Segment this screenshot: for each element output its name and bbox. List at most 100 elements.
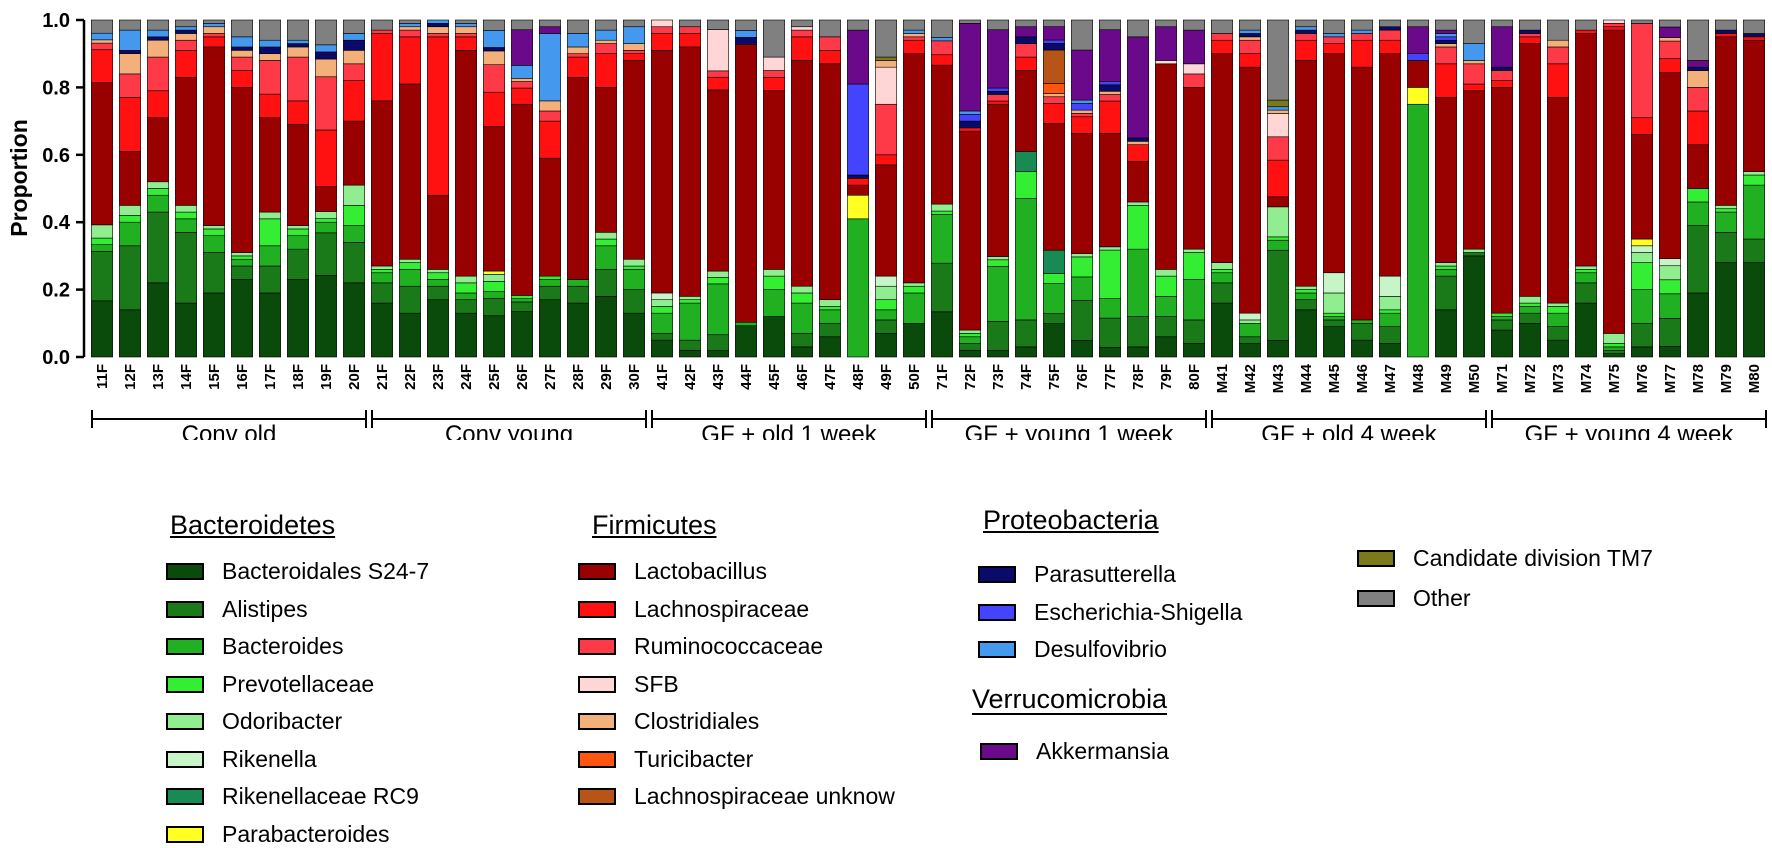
- bar-segment-75F-other: [1043, 19, 1065, 27]
- bar-segment-M73-lactobacillus: [1547, 97, 1569, 304]
- bar-segment-74F-lachnospiraceae: [1015, 56, 1037, 71]
- bar-segment-23F-bacteroides: [427, 279, 449, 287]
- bar-segment-M79-odoribacter: [1715, 205, 1737, 210]
- bar-segment-43F-bacteroides: [707, 283, 729, 336]
- bar-segment-M78-ruminococcaceae: [1687, 87, 1709, 112]
- bar-segment-73F-parasutterella: [987, 90, 1009, 95]
- sample-label-76F: 76F: [1074, 364, 1091, 390]
- bar-segment-M47-bacteroidales-s24-7: [1379, 343, 1401, 358]
- bar-segment-15F-odoribacter: [203, 225, 225, 230]
- bar-segment-50F-clostridiales: [903, 33, 925, 38]
- bar-segment-50F-lactobacillus: [903, 53, 925, 284]
- bar-segment-75F-akkermansia: [1043, 26, 1065, 41]
- bar-segment-46F-bacteroides: [791, 302, 813, 334]
- bar-segment-20F-lachnospiraceae: [343, 80, 365, 122]
- bar-segment-20F-desulfovibrio: [343, 33, 365, 41]
- bar-segment-20F-other: [343, 19, 365, 34]
- bar-segment-50F-bacteroidales-s24-7: [903, 322, 925, 358]
- bar-segment-20F-prevotellaceae: [343, 205, 365, 226]
- bar-segment-M73-prevotellaceae: [1547, 306, 1569, 314]
- bar-segment-M74-lactobacillus: [1575, 33, 1597, 267]
- bar-segment-20F-clostridiales: [343, 50, 365, 65]
- bar-segment-43F-lactobacillus: [707, 89, 729, 272]
- bar-segment-M48-bacteroides: [1407, 103, 1429, 358]
- bar-segment-M49-desulfovibrio: [1435, 33, 1457, 38]
- bar-segment-42F-bacteroides: [679, 302, 701, 341]
- bar-segment-15F-bacteroides: [203, 235, 225, 253]
- legend-heading-proteobacteria: Proteobacteria: [983, 505, 1159, 535]
- legend-item-parasutterella: Parasutterella: [978, 561, 1176, 588]
- bar-segment-M72-alistipes: [1519, 312, 1541, 324]
- bar-segment-30F-prevotellaceae: [623, 265, 645, 270]
- bar-segment-14F-bacteroidales-s24-7: [175, 302, 197, 358]
- legend-label: Ruminococcaceae: [634, 633, 824, 659]
- bar-segment-15F-alistipes: [203, 252, 225, 294]
- bar-segment-80F-sfb: [1183, 63, 1205, 75]
- bar-segment-M46-other: [1351, 19, 1373, 31]
- bar-segment-77F-bacteroidales-s24-7: [1099, 346, 1121, 358]
- bar-segment-M45-bacteroidales-s24-7: [1323, 326, 1345, 358]
- bar-segment-12F-parasutterella: [119, 50, 141, 55]
- bar-segment-M71-akkermansia: [1491, 26, 1513, 68]
- bar-segment-29F-alistipes: [595, 269, 617, 297]
- bar-segment-49F-rikenella: [875, 275, 897, 287]
- bar-segment-20F-odoribacter: [343, 184, 365, 206]
- bar-segment-M77-other: [1659, 19, 1681, 28]
- bar-segment-M44-ruminococcaceae: [1295, 33, 1317, 41]
- bar-segment-M75-lachnospiraceae: [1603, 26, 1625, 31]
- bar-segment-M71-parasutterella: [1491, 66, 1513, 71]
- bar-segment-M76-prevotellaceae: [1631, 262, 1653, 290]
- sample-label-27F: 27F: [542, 364, 559, 390]
- bar-segment-77F-ruminococcaceae: [1099, 94, 1121, 102]
- bar-segment-25F-lachnospiraceae: [483, 91, 505, 127]
- bar-segment-41F-bacteroides: [651, 312, 673, 334]
- sample-label-21F: 21F: [374, 364, 391, 390]
- bar-segment-17F-odoribacter: [259, 211, 281, 220]
- sample-label-42F: 42F: [682, 364, 699, 390]
- sample-label-15F: 15F: [206, 364, 223, 390]
- bar-segment-45F-odoribacter: [763, 269, 785, 277]
- bar-segment-M78-parasutterella: [1687, 66, 1709, 71]
- bar-segment-77F-akkermansia: [1099, 29, 1121, 82]
- sample-label-75F: 75F: [1046, 364, 1063, 390]
- bar-segment-12F-desulfovibrio: [119, 29, 141, 51]
- bar-segment-49F-ruminococcaceae: [875, 103, 897, 156]
- bar-segment-45F-lactobacillus: [763, 90, 785, 270]
- bar-segment-30F-clostridiales: [623, 43, 645, 51]
- bar-segment-13F-lachnospiraceae: [147, 90, 169, 119]
- bar-segment-26F-lachnospiraceae: [511, 87, 533, 105]
- bar-segment-26F-clostridiales: [511, 78, 533, 82]
- bar-segment-11F-bacteroides: [91, 244, 113, 252]
- bar-segment-M42-alistipes: [1239, 336, 1261, 344]
- bar-segment-76F-bacteroides: [1071, 276, 1093, 301]
- bar-segment-M71-lachnospiraceae: [1491, 80, 1513, 88]
- bar-segment-12F-lachnospiraceae: [119, 97, 141, 152]
- bar-segment-18F-bacteroidales-s24-7: [287, 279, 309, 358]
- bar-segment-13F-lactobacillus: [147, 117, 169, 183]
- bar-segment-M77-odoribacter: [1659, 265, 1681, 281]
- sample-label-49F: 49F: [878, 364, 895, 390]
- legend-swatch: [1357, 550, 1395, 567]
- bar-segment-75F-prevotellaceae: [1043, 273, 1065, 284]
- bar-segment-M80-prevotellaceae: [1743, 174, 1765, 186]
- bar-segment-M76-other: [1631, 19, 1653, 24]
- bar-segment-76F-alistipes: [1071, 299, 1093, 341]
- bar-segment-M41-ruminococcaceae: [1211, 33, 1233, 41]
- bar-segment-M79-prevotellaceae: [1715, 208, 1737, 213]
- bar-segment-30F-odoribacter: [623, 258, 645, 267]
- bar-segment-19F-clostridiales: [315, 58, 337, 78]
- legend-item-parabacteroides: Parabacteroides: [166, 821, 390, 848]
- bar-segment-27F-akkermansia: [539, 26, 561, 34]
- bar-segment-24F-alistipes: [455, 299, 477, 314]
- bar-segment-14F-other: [175, 19, 197, 28]
- bar-segment-24F-clostridiales: [455, 26, 477, 34]
- bar-segment-72F-other: [959, 19, 981, 24]
- bar-segment-14F-prevotellaceae: [175, 211, 197, 220]
- bar-segment-47F-odoribacter: [819, 299, 841, 307]
- y-tick-label: 0.8: [42, 77, 70, 99]
- bar-segment-M49-bacteroidales-s24-7: [1435, 309, 1457, 358]
- bar-segment-78F-clostridiales: [1127, 141, 1149, 145]
- bar-segment-80F-other: [1183, 19, 1205, 31]
- bar-segment-M42-bacteroidales-s24-7: [1239, 343, 1261, 358]
- bar-segment-73F-ruminococcaceae: [987, 94, 1009, 102]
